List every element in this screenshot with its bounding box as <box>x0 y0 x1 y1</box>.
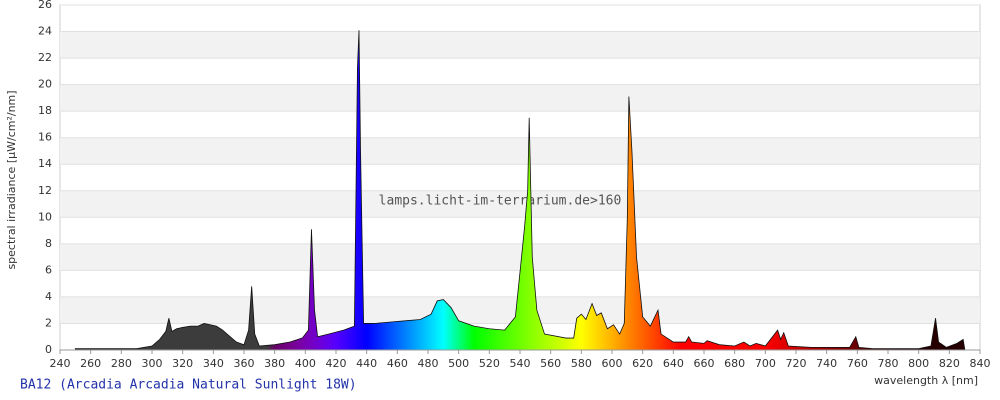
y-axis-label: spectral irradiance [µW/cm²/nm] <box>5 90 18 269</box>
y-tick-label: 20 <box>38 78 52 91</box>
y-tick-label: 0 <box>45 343 52 356</box>
x-tick-label: 440 <box>356 357 377 370</box>
grid-band <box>60 190 980 218</box>
x-tick-label: 420 <box>326 357 347 370</box>
y-tick-label: 6 <box>45 263 52 276</box>
x-tick-label: 840 <box>970 357 991 370</box>
grid-band <box>60 243 980 271</box>
x-tick-label: 260 <box>80 357 101 370</box>
x-tick-label: 480 <box>418 357 439 370</box>
x-tick-label: 460 <box>387 357 408 370</box>
x-tick-label: 720 <box>786 357 807 370</box>
x-tick-label: 400 <box>295 357 316 370</box>
x-tick-label: 820 <box>939 357 960 370</box>
x-tick-label: 560 <box>540 357 561 370</box>
y-tick-label: 2 <box>45 316 52 329</box>
x-axis-label: wavelength λ [nm] <box>874 374 978 387</box>
x-tick-label: 280 <box>111 357 132 370</box>
x-tick-label: 540 <box>510 357 531 370</box>
grid-band <box>60 31 980 59</box>
y-tick-label: 24 <box>38 25 52 38</box>
x-tick-label: 380 <box>264 357 285 370</box>
x-tick-label: 700 <box>755 357 776 370</box>
x-tick-label: 640 <box>663 357 684 370</box>
x-tick-label: 340 <box>203 357 224 370</box>
spectrum-area <box>74 30 966 351</box>
x-tick-label: 620 <box>632 357 653 370</box>
x-tick-label: 360 <box>234 357 255 370</box>
x-tick-label: 300 <box>142 357 163 370</box>
x-tick-label: 760 <box>847 357 868 370</box>
grid-band <box>60 137 980 165</box>
x-tick-label: 500 <box>448 357 469 370</box>
chart-title: BA12 (Arcadia Arcadia Natural Sunlight 1… <box>20 378 357 393</box>
x-tick-label: 520 <box>479 357 500 370</box>
y-tick-label: 10 <box>38 210 52 223</box>
watermark: lamps.licht-im-terrarium.de>160 <box>379 194 622 209</box>
x-tick-label: 780 <box>878 357 899 370</box>
x-tick-label: 240 <box>50 357 71 370</box>
y-tick-label: 22 <box>38 51 52 64</box>
x-tick-label: 680 <box>724 357 745 370</box>
x-tick-label: 320 <box>172 357 193 370</box>
x-tick-label: 740 <box>816 357 837 370</box>
grid-band <box>60 84 980 112</box>
x-tick-label: 580 <box>571 357 592 370</box>
x-tick-label: 600 <box>602 357 623 370</box>
x-tick-label: 660 <box>694 357 715 370</box>
y-tick-label: 14 <box>38 157 52 170</box>
y-tick-label: 16 <box>38 131 52 144</box>
y-tick-label: 4 <box>45 290 52 303</box>
y-tick-label: 8 <box>45 237 52 250</box>
y-tick-label: 26 <box>38 0 52 11</box>
y-tick-label: 18 <box>38 104 52 117</box>
y-tick-label: 12 <box>38 184 52 197</box>
x-tick-label: 800 <box>908 357 929 370</box>
